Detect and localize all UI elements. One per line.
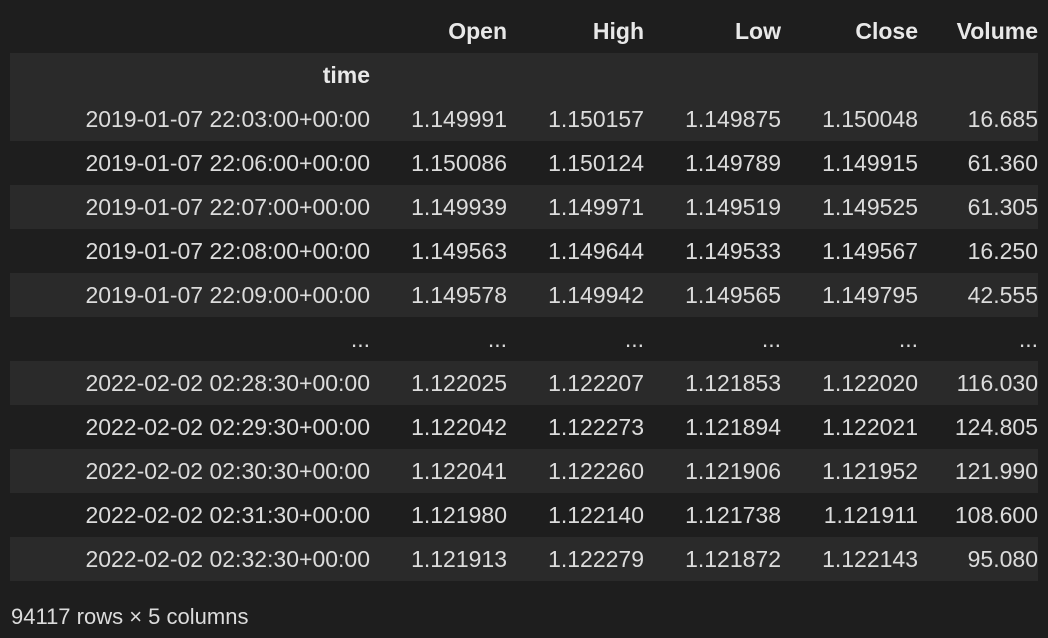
table-row: 2022-02-02 02:28:30+00:00 1.122025 1.122… xyxy=(10,361,1038,405)
table-row: 2019-01-07 22:06:00+00:00 1.150086 1.150… xyxy=(10,141,1038,185)
cell-close: 1.121952 xyxy=(781,449,918,493)
cell-high: 1.150157 xyxy=(507,97,644,141)
cell-volume: 42.555 xyxy=(918,273,1038,317)
cell-open: 1.149991 xyxy=(370,97,507,141)
cell-close: 1.149567 xyxy=(781,229,918,273)
dataframe-table: Open High Low Close Volume time 2019-01-… xyxy=(10,9,1038,581)
cell-low: 1.121906 xyxy=(644,449,781,493)
cell-low: 1.149789 xyxy=(644,141,781,185)
table-row: 2019-01-07 22:07:00+00:00 1.149939 1.149… xyxy=(10,185,1038,229)
cell-high: 1.149644 xyxy=(507,229,644,273)
cell-close: ... xyxy=(781,317,918,361)
cell-close: 1.149525 xyxy=(781,185,918,229)
index-corner-cell xyxy=(10,9,370,53)
cell-volume: 16.685 xyxy=(918,97,1038,141)
cell-low: 1.149533 xyxy=(644,229,781,273)
table-row: 2019-01-07 22:03:00+00:00 1.149991 1.150… xyxy=(10,97,1038,141)
cell-low: ... xyxy=(644,317,781,361)
cell-high: 1.122279 xyxy=(507,537,644,581)
cell-volume: 95.080 xyxy=(918,537,1038,581)
table-row: 2022-02-02 02:32:30+00:00 1.121913 1.122… xyxy=(10,537,1038,581)
cell-open: 1.149563 xyxy=(370,229,507,273)
column-header-volume: Volume xyxy=(918,9,1038,53)
cell-open: 1.122041 xyxy=(370,449,507,493)
cell-volume: 121.990 xyxy=(918,449,1038,493)
row-index: 2019-01-07 22:07:00+00:00 xyxy=(10,185,370,229)
index-name-filler xyxy=(644,53,781,97)
cell-volume: 61.305 xyxy=(918,185,1038,229)
cell-close: 1.122143 xyxy=(781,537,918,581)
index-name-label: time xyxy=(10,53,370,97)
cell-open: 1.150086 xyxy=(370,141,507,185)
cell-volume: 16.250 xyxy=(918,229,1038,273)
cell-close: 1.149915 xyxy=(781,141,918,185)
index-name-filler xyxy=(918,53,1038,97)
cell-high: 1.122207 xyxy=(507,361,644,405)
cell-low: 1.149565 xyxy=(644,273,781,317)
cell-open: 1.121980 xyxy=(370,493,507,537)
row-index: 2019-01-07 22:09:00+00:00 xyxy=(10,273,370,317)
dataframe-body: 2019-01-07 22:03:00+00:00 1.149991 1.150… xyxy=(10,97,1038,581)
cell-high: ... xyxy=(507,317,644,361)
cell-high: 1.149971 xyxy=(507,185,644,229)
row-index: 2022-02-02 02:28:30+00:00 xyxy=(10,361,370,405)
cell-low: 1.121853 xyxy=(644,361,781,405)
cell-close: 1.121911 xyxy=(781,493,918,537)
index-name-filler xyxy=(507,53,644,97)
cell-close: 1.122021 xyxy=(781,405,918,449)
row-index: 2019-01-07 22:08:00+00:00 xyxy=(10,229,370,273)
cell-volume: ... xyxy=(918,317,1038,361)
row-index: ... xyxy=(10,317,370,361)
ellipsis-row: ... ... ... ... ... ... xyxy=(10,317,1038,361)
table-row: 2019-01-07 22:09:00+00:00 1.149578 1.149… xyxy=(10,273,1038,317)
table-row: 2022-02-02 02:31:30+00:00 1.121980 1.122… xyxy=(10,493,1038,537)
row-index: 2019-01-07 22:03:00+00:00 xyxy=(10,97,370,141)
cell-open: ... xyxy=(370,317,507,361)
cell-open: 1.121913 xyxy=(370,537,507,581)
cell-high: 1.150124 xyxy=(507,141,644,185)
cell-volume: 124.805 xyxy=(918,405,1038,449)
cell-low: 1.121894 xyxy=(644,405,781,449)
cell-low: 1.121738 xyxy=(644,493,781,537)
cell-high: 1.149942 xyxy=(507,273,644,317)
column-header-low: Low xyxy=(644,9,781,53)
row-index: 2022-02-02 02:30:30+00:00 xyxy=(10,449,370,493)
cell-high: 1.122260 xyxy=(507,449,644,493)
cell-open: 1.122042 xyxy=(370,405,507,449)
cell-high: 1.122273 xyxy=(507,405,644,449)
table-row: 2022-02-02 02:29:30+00:00 1.122042 1.122… xyxy=(10,405,1038,449)
index-name-filler xyxy=(370,53,507,97)
row-index: 2022-02-02 02:31:30+00:00 xyxy=(10,493,370,537)
cell-open: 1.149578 xyxy=(370,273,507,317)
cell-volume: 61.360 xyxy=(918,141,1038,185)
cell-low: 1.149519 xyxy=(644,185,781,229)
cell-open: 1.149939 xyxy=(370,185,507,229)
index-name-filler xyxy=(781,53,918,97)
cell-open: 1.122025 xyxy=(370,361,507,405)
cell-volume: 116.030 xyxy=(918,361,1038,405)
table-row: 2019-01-07 22:08:00+00:00 1.149563 1.149… xyxy=(10,229,1038,273)
cell-high: 1.122140 xyxy=(507,493,644,537)
column-header-open: Open xyxy=(370,9,507,53)
row-index: 2019-01-07 22:06:00+00:00 xyxy=(10,141,370,185)
cell-close: 1.150048 xyxy=(781,97,918,141)
column-header-high: High xyxy=(507,9,644,53)
cell-low: 1.121872 xyxy=(644,537,781,581)
cell-low: 1.149875 xyxy=(644,97,781,141)
dataframe-shape-info: 94117 rows × 5 columns xyxy=(11,604,249,629)
cell-volume: 108.600 xyxy=(918,493,1038,537)
cell-close: 1.149795 xyxy=(781,273,918,317)
row-index: 2022-02-02 02:32:30+00:00 xyxy=(10,537,370,581)
table-row: 2022-02-02 02:30:30+00:00 1.122041 1.122… xyxy=(10,449,1038,493)
cell-close: 1.122020 xyxy=(781,361,918,405)
column-header-close: Close xyxy=(781,9,918,53)
index-name-row: time xyxy=(10,53,1038,97)
column-header-row: Open High Low Close Volume xyxy=(10,9,1038,53)
row-index: 2022-02-02 02:29:30+00:00 xyxy=(10,405,370,449)
